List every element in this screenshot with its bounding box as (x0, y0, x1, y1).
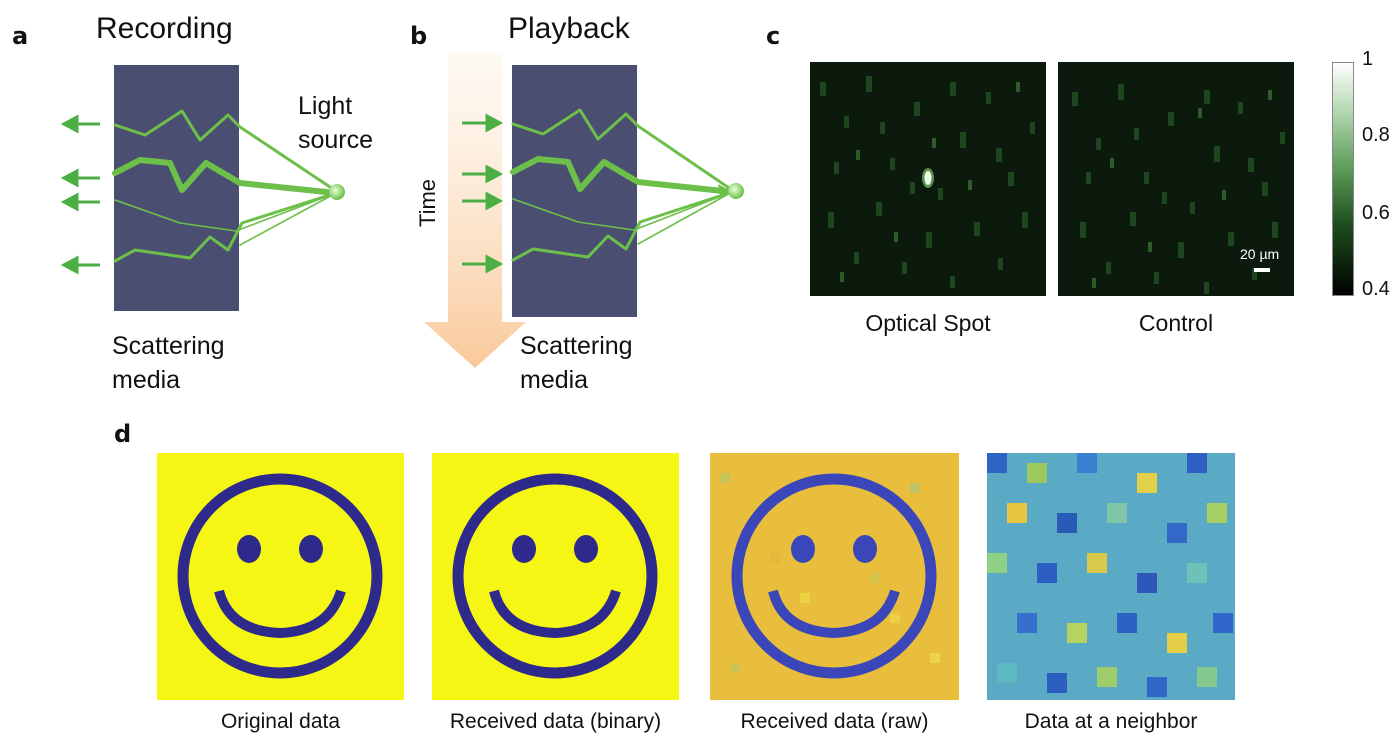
light-paths (510, 108, 735, 262)
scattering-media-block (114, 65, 239, 311)
light-source-icon (329, 184, 345, 200)
scattering-media-block (512, 65, 637, 317)
random-noise-pattern (987, 453, 1233, 697)
light-source-label-1: Light (298, 92, 353, 120)
optical-spot-caption: Optical Spot (865, 310, 991, 336)
received-raw-image (710, 453, 959, 700)
caption-received-binary: Received data (binary) (449, 710, 662, 733)
colorbar-tick: 0.6 (1362, 202, 1390, 224)
colorbar-tick: 0.8 (1362, 124, 1390, 146)
colorbar-tick: 0.4 (1362, 278, 1390, 300)
neighbor-data-image (987, 453, 1235, 700)
scale-bar (1254, 268, 1270, 272)
panel-b-label: b (410, 22, 428, 50)
playback-diagram (424, 52, 744, 368)
colorbar-tick: 1 (1362, 48, 1374, 70)
speckle-pattern (1072, 84, 1285, 294)
panel-d-label: d (114, 420, 132, 448)
control-image: 20 µm (1058, 62, 1294, 296)
incoming-arrows (462, 113, 504, 274)
smiley-face-icon (177, 473, 383, 679)
received-binary-image (432, 453, 679, 700)
panel-a-label: a (12, 22, 29, 50)
panel-b-title: Playback (508, 12, 630, 45)
recording-diagram (60, 65, 345, 311)
time-arrow (424, 52, 526, 368)
caption-original-data: Original data (220, 710, 341, 733)
outgoing-arrows (60, 114, 100, 275)
panel-c-label: c (766, 22, 781, 50)
media-label-a-1: Scattering (112, 332, 225, 360)
light-paths (112, 109, 339, 263)
noisy-smiley-icon (720, 473, 940, 679)
optical-spot-image (810, 62, 1046, 296)
speckle-pattern (820, 76, 1035, 288)
original-data-image (157, 453, 404, 700)
caption-received-raw: Received data (raw) (740, 710, 929, 733)
scale-bar-label: 20 µm (1240, 246, 1280, 262)
media-label-b-1: Scattering (520, 332, 633, 360)
media-label-b-2: media (520, 366, 589, 394)
panel-a-title: Recording (96, 12, 233, 45)
focus-point-icon (728, 183, 744, 199)
optical-spot-icon (924, 171, 932, 185)
media-label-a-2: media (112, 366, 181, 394)
smiley-face-icon (452, 473, 658, 679)
colorbar (1332, 62, 1354, 296)
caption-neighbor: Data at a neighbor (1024, 710, 1198, 733)
light-source-label-2: source (298, 126, 374, 154)
time-label: Time (415, 178, 440, 228)
control-caption: Control (1138, 310, 1214, 336)
